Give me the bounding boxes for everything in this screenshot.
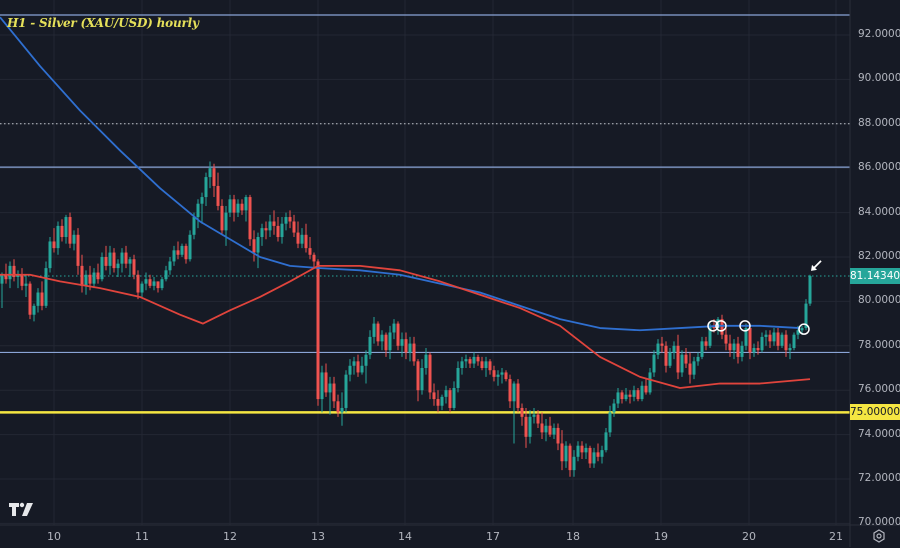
- circle-marker: [798, 323, 810, 335]
- circle-marker: [715, 320, 727, 332]
- time-axis-label: 13: [311, 530, 325, 543]
- price-axis-label: 74.00000: [858, 427, 900, 440]
- price-axis-label: 72.00000: [858, 472, 900, 484]
- time-axis-label: 19: [654, 530, 668, 543]
- grid-lines: [0, 0, 850, 525]
- circle-marker: [707, 320, 719, 332]
- chart-title: H1 - Silver (XAU/USD) hourly: [7, 16, 199, 30]
- price-axis-label: 84.00000: [858, 205, 900, 218]
- time-axis-label: 18: [566, 530, 580, 543]
- time-axis-label: 21: [829, 530, 843, 543]
- current-price-tag: 81.14340: [850, 268, 900, 285]
- moving-average-line: [0, 264, 811, 389]
- price-axis-label: 92.00000: [858, 28, 900, 40]
- support-price-tag: 75.00000: [850, 404, 900, 421]
- price-axis-label: 78.00000: [858, 338, 900, 351]
- price-axis-label: 82.00000: [858, 250, 900, 262]
- time-axis-label: 20: [742, 530, 756, 543]
- moving-average-line: [0, 16, 801, 332]
- price-axis-label: 80.00000: [858, 294, 900, 307]
- price-axis-label: 88.00000: [858, 116, 900, 129]
- time-axis-label: 17: [486, 530, 500, 543]
- time-axis-label: 10: [47, 530, 61, 543]
- price-axis-label: 76.00000: [858, 383, 900, 396]
- annotations: [707, 260, 822, 335]
- time-axis-label: 12: [223, 530, 237, 543]
- time-axis-label: 11: [135, 530, 149, 543]
- time-axis-label: 14: [398, 530, 412, 543]
- price-axis-label: 70.00000: [858, 516, 900, 529]
- candlesticks: [0, 161, 812, 477]
- price-axis-label: 90.00000: [858, 72, 900, 85]
- horizontal-levels[interactable]: [0, 14, 850, 414]
- tradingview-logo-icon[interactable]: [9, 501, 35, 522]
- gear-icon[interactable]: [872, 529, 886, 548]
- price-axis-label: 86.00000: [858, 161, 900, 174]
- circle-marker: [739, 320, 751, 332]
- moving-averages: [0, 16, 811, 389]
